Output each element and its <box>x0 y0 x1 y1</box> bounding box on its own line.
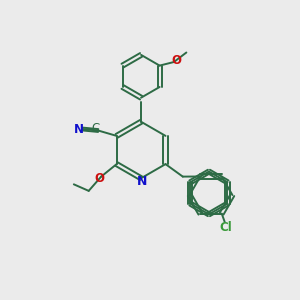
Text: N: N <box>136 175 147 188</box>
Text: N: N <box>74 122 84 136</box>
Text: O: O <box>171 54 181 67</box>
Text: O: O <box>94 172 104 184</box>
Text: C: C <box>92 122 100 135</box>
Text: Cl: Cl <box>220 221 232 234</box>
